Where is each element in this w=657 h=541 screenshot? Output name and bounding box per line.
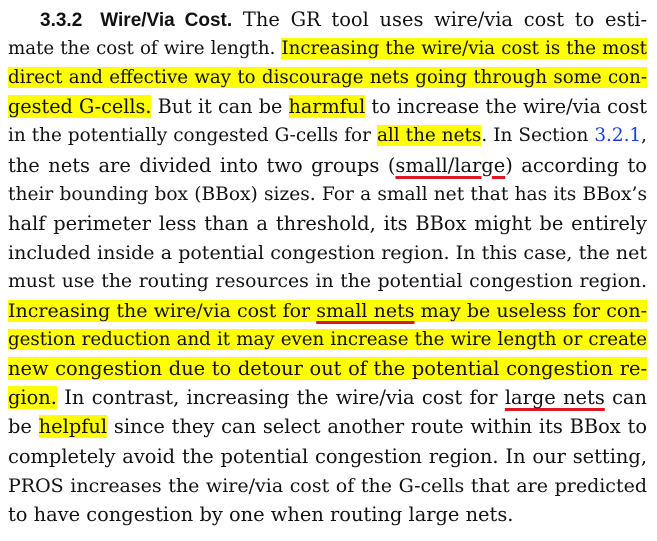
text-line: the nets are divided into two groups (sm…: [8, 151, 647, 181]
highlighted-text: harmful: [288, 95, 366, 119]
section-number: 3.3.2: [40, 10, 83, 31]
text-run: their bounding box (BBox) sizes. For a s…: [8, 183, 647, 205]
text-line: gestion reduction and it may even increa…: [8, 325, 647, 355]
text-run: be: [8, 415, 39, 439]
text-run: . In Section: [481, 125, 595, 147]
underlined-text: small/large: [395, 153, 506, 177]
text-run: completely avoid the potential congestio…: [8, 444, 647, 468]
highlighted-text: gion.: [8, 386, 57, 410]
section-heading: 3.3.2 Wire/Via Cost.: [40, 10, 232, 31]
highlighted-text: gested G-cells.: [8, 95, 152, 119]
text-line: must use the routing resources in the po…: [8, 267, 647, 297]
text-run: the nets are divided into two groups (: [8, 153, 396, 177]
text-run: mate the cost of wire length.: [8, 38, 282, 60]
highlighted-text: Increasing the wire/via cost is the most: [281, 38, 647, 60]
text-run: included inside a potential congestion r…: [8, 241, 647, 264]
text-line: direct and effective way to discourage n…: [8, 63, 647, 93]
text-run: can: [604, 386, 647, 410]
text-line: completely avoid the potential congestio…: [8, 442, 647, 472]
section-reference-link[interactable]: 3.2.1: [594, 125, 642, 147]
text-line: half perimeter less than a threshold, it…: [8, 209, 647, 239]
text-run: ) according to: [505, 153, 647, 177]
highlighted-text: gestion reduction and it may even increa…: [8, 329, 647, 351]
text-line: new congestion due to detour out of the …: [8, 354, 647, 384]
text-line: PROS increases the wire/via cost of the …: [8, 471, 647, 501]
text-run: must use the routing resources in the po…: [8, 270, 647, 292]
text-line: Increasing the wire/via cost for small n…: [8, 296, 647, 326]
text-line: mate the cost of wire length. Increasing…: [8, 34, 647, 64]
text-run: to have congestion by one when routing l…: [8, 502, 514, 526]
text-line: included inside a potential congestion r…: [8, 238, 647, 268]
section-title: Wire/Via Cost.: [100, 10, 233, 31]
text-run: In contrast, increasing the wire/via cos…: [56, 386, 505, 410]
text-line: in the potentially congested G-cells for…: [8, 121, 647, 151]
text-line: be helpful since they can select another…: [8, 412, 647, 442]
text-run: The GR tool uses wire/via cost to esti-: [232, 8, 647, 31]
highlighted-text: new congestion due to detour out of the …: [8, 357, 647, 381]
text-run: in the potentially congested G-cells for: [8, 125, 377, 147]
highlighted-text: all the nets: [376, 125, 482, 147]
text-run: since they can select another route with…: [107, 415, 647, 439]
highlighted-text: direct and effective way to discourage n…: [8, 67, 647, 89]
text-line: their bounding box (BBox) sizes. For a s…: [8, 180, 647, 210]
text-run: half perimeter less than a threshold, it…: [8, 211, 647, 235]
highlighted-underlined-text: small nets: [316, 300, 415, 322]
underlined-text: large nets: [504, 386, 605, 410]
text-run: ,: [641, 125, 647, 147]
text-line: 3.3.2 Wire/Via Cost. The GR tool uses wir…: [40, 5, 647, 35]
text-line: gested G-cells. But it can be harmful to…: [8, 92, 647, 122]
text-run: But it can be: [151, 95, 289, 119]
text-run: PROS increases the wire/via cost of the …: [8, 474, 647, 497]
highlighted-text: Increasing the wire/via cost for: [8, 300, 317, 322]
text-line: gion. In contrast, increasing the wire/v…: [8, 383, 647, 413]
highlighted-text: helpful: [38, 415, 108, 439]
highlighted-text: may be useless for con-: [414, 300, 647, 322]
text-run: to increase the wire/via cost: [365, 95, 647, 119]
text-line: to have congestion by one when routing l…: [8, 500, 647, 530]
